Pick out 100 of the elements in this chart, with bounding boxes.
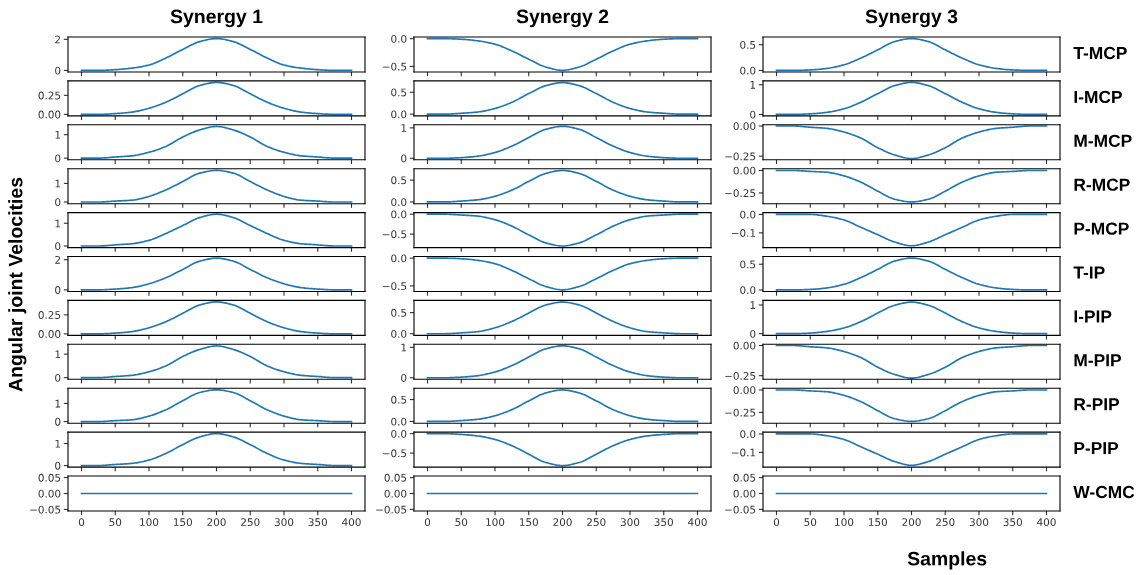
y-tick-label: 0.0 [740,286,756,295]
y2-axis-title: I-PIP [1074,310,1112,323]
y-tick-label: 0.5 [740,40,756,49]
y-tick-label: 0 [55,461,61,470]
y-tick-label: 0.5 [391,176,407,185]
y2-axis-title: M-MCP [1074,134,1132,147]
x-tick-label: 150 [519,518,538,527]
x-tick-label: 200 [207,518,226,527]
y2-axis-title: P-PIP [1074,442,1119,455]
x-tick-label: 200 [902,518,921,527]
y-tick-label: 0 [55,154,61,163]
y-tick-label: 1 [401,124,407,132]
y-tick-label: 0.00 [733,122,756,131]
x-tick-label: 50 [804,518,817,527]
y-tick-label: 0 [55,373,61,382]
y-tick-label: 0 [55,417,61,426]
y-tick-label: −0.05 [30,505,61,514]
y-tick-label: 0.5 [391,88,407,97]
y-tick-label: 0.0 [391,34,407,43]
y-tick-label: 0.00 [38,489,61,498]
y-tick-label: 0.00 [733,489,756,498]
y-tick-label: −0.25 [725,408,756,417]
y-tick-label: 0 [55,198,61,207]
x-tick-label: 100 [140,518,159,527]
x-tick-label: 400 [1037,518,1056,527]
x-tick-label: 250 [936,518,955,527]
y-tick-label: 1 [750,81,756,89]
y-tick-label: 0.05 [733,473,756,482]
x-tick-label: 0 [78,518,85,527]
y-tick-label: 0 [55,242,61,251]
y-tick-label: 0.0 [391,198,407,207]
x-axis-title: Samples [907,551,987,570]
y-tick-label: 0.05 [38,473,61,482]
x-tick-label: 300 [620,518,640,527]
x-tick-label: 100 [486,518,505,527]
x-tick-label: 0 [424,518,431,527]
y-tick-label: 0.0 [391,254,407,263]
y2-axis-title: R-PIP [1074,398,1120,411]
y-tick-label: 0.0 [391,429,407,438]
x-tick-label: 300 [969,518,989,527]
y2-axis-title: T-IP [1073,266,1105,279]
y-tick-label: 0.0 [391,110,407,119]
y2-axis-title: T-MCP [1073,46,1127,60]
chart-title: Synergy 2 [516,9,609,28]
x-tick-label: 0 [773,518,780,527]
y-tick-label: 0.25 [38,311,61,319]
y-tick-label: −0.25 [725,152,756,161]
x-tick-label: 400 [342,518,361,527]
x-tick-label: 200 [553,518,572,527]
y-tick-label: −0.1 [731,448,756,457]
y-tick-label: 0 [401,374,407,382]
y-tick-label: −0.05 [376,505,407,514]
y-tick-label: 0 [750,110,756,119]
y-tick-label: 0.5 [391,395,407,404]
y-tick-label: 2 [55,35,61,44]
x-tick-label: 150 [868,518,887,527]
y-tick-label: 0.00 [733,386,756,395]
y-tick-label: 1 [55,350,61,359]
x-tick-label: 300 [274,518,294,527]
y-tick-label: 0.25 [38,91,61,100]
y-tick-label: −0.05 [725,505,756,514]
y-tick-label: −0.25 [725,189,756,198]
y-tick-label: 0.0 [740,430,756,439]
y-tick-label: 1 [401,343,407,352]
x-tick-label: 250 [587,518,606,527]
x-tick-label: 400 [688,518,707,527]
y2-axis-title: W-CMC [1073,485,1135,499]
y-tick-label: 0.00 [38,110,61,119]
x-tick-label: 350 [308,518,327,527]
chart-title: Synergy 3 [865,9,958,28]
x-tick-label: 50 [455,518,468,527]
chart-title: Synergy 1 [170,9,263,28]
y-tick-label: 0.00 [733,166,756,175]
y-tick-label: 0.5 [391,308,407,317]
y-tick-label: −0.5 [382,449,407,458]
y-axis-title: Angular joint Velocities [8,177,27,392]
y2-axis-title: I-MCP [1074,90,1122,104]
y-tick-label: 0.0 [391,329,407,338]
y-tick-label: 0 [750,329,756,338]
y-tick-label: 1 [55,439,61,448]
y-tick-label: 0 [401,154,407,163]
y-tick-label: 0 [55,66,61,75]
y-tick-label: 0.00 [733,341,756,350]
y-tick-label: 0.05 [384,473,407,482]
x-tick-label: 250 [241,518,260,527]
y-tick-label: −0.5 [382,62,407,71]
y2-axis-title: P-MCP [1074,222,1129,235]
x-tick-label: 50 [109,518,122,527]
y2-axis-title: R-MCP [1074,178,1130,191]
y-tick-label: 0.0 [740,210,756,219]
x-tick-label: 350 [1003,518,1022,527]
y-tick-label: −0.1 [731,229,756,237]
y-tick-label: 1 [55,131,61,139]
y-tick-label: 2 [55,255,61,264]
y-tick-label: −0.5 [382,282,407,291]
y-tick-label: 0.00 [38,330,61,338]
y-tick-label: −0.25 [725,371,756,380]
y-tick-label: 1 [750,301,756,309]
y-tick-label: 0.0 [740,66,756,75]
y-tick-label: 0.0 [391,210,407,219]
